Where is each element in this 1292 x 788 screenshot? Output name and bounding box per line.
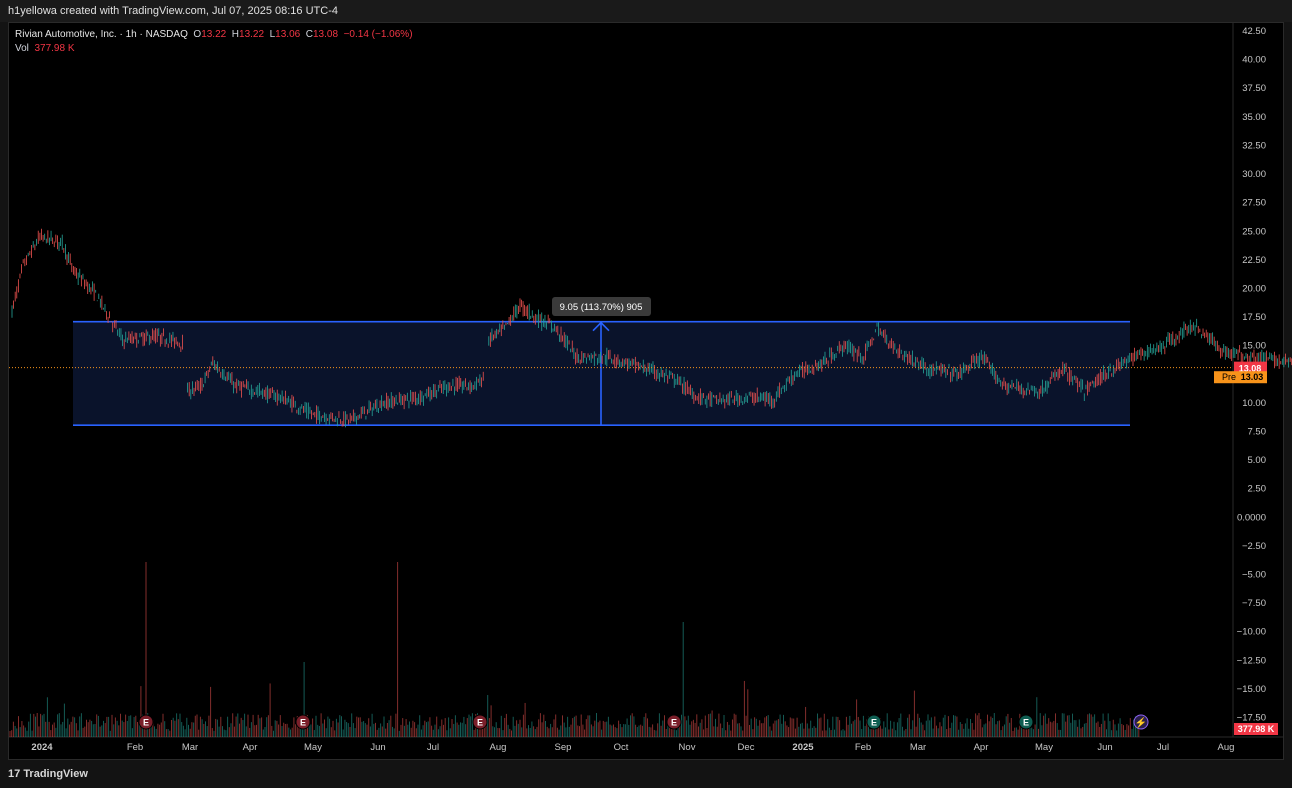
range-label-bg <box>552 297 651 316</box>
earnings-marker-label: E <box>300 718 306 728</box>
open-value: 13.22 <box>201 29 227 40</box>
y-tick-label: 7.50 <box>1248 426 1267 437</box>
y-tick-label: 42.50 <box>1242 26 1266 37</box>
y-tick-label: −2.50 <box>1242 541 1266 552</box>
earnings-marker-label: E <box>1023 718 1029 728</box>
y-tick-label: 32.50 <box>1242 140 1266 151</box>
range-arrow-head <box>592 321 610 332</box>
change-value: −0.14 (−1.06%) <box>343 29 413 40</box>
pre-market-tag <box>1214 371 1267 384</box>
earnings-marker <box>295 714 311 730</box>
y-tick-label: −17.50 <box>1237 713 1266 724</box>
y-tick-label: −12.50 <box>1237 655 1266 666</box>
y-tick-label: 17.50 <box>1242 312 1266 323</box>
range-label: 9.05 (113.70%) 905 <box>560 302 643 313</box>
x-tick-label: Feb <box>127 742 143 753</box>
earnings-marker-label: E <box>871 718 877 728</box>
tradingview-brand: TradingView <box>23 768 88 780</box>
x-tick-label: Oct <box>614 742 629 753</box>
x-tick-label: Jun <box>1097 742 1112 753</box>
pre-market-label: Pre <box>1222 372 1236 382</box>
open-label: O <box>193 29 202 40</box>
high-label: H <box>231 29 240 40</box>
header-title: h1yellowa created with TradingView.com, … <box>8 5 338 17</box>
x-tick-label: May <box>1035 742 1053 753</box>
earnings-marker-label: E <box>143 718 149 728</box>
volume-value: 377.98 K <box>34 43 75 54</box>
x-tick-label: Jun <box>370 742 385 753</box>
x-tick-label: Mar <box>910 742 926 753</box>
x-tick-label: May <box>304 742 322 753</box>
x-tick-label: Feb <box>855 742 871 753</box>
x-tick-label: Jul <box>427 742 439 753</box>
earnings-marker <box>666 714 682 730</box>
y-tick-label: 20.00 <box>1242 283 1266 294</box>
x-tick-label: Mar <box>182 742 198 753</box>
close-value: 13.08 <box>313 29 339 40</box>
y-tick-label: 27.50 <box>1242 198 1266 209</box>
earnings-marker-label: E <box>671 718 677 728</box>
y-tick-label: −10.00 <box>1237 627 1266 638</box>
y-tick-label: 5.00 <box>1248 455 1267 466</box>
x-tick-label: Dec <box>738 742 755 753</box>
low-value: 13.06 <box>275 29 301 40</box>
x-tick-label: Jul <box>1157 742 1169 753</box>
earnings-marker <box>472 714 488 730</box>
pre-market-value: 13.03 <box>1241 372 1264 382</box>
earnings-marker <box>1018 714 1034 730</box>
last-price-value: 13.08 <box>1239 364 1262 374</box>
x-tick-label: Apr <box>974 742 989 753</box>
footer-bar: 17 TradingView <box>0 760 1292 788</box>
y-tick-label: 22.50 <box>1242 255 1266 266</box>
close-label: C <box>305 29 313 40</box>
x-tick-label: 2024 <box>31 742 53 753</box>
y-tick-label: 35.00 <box>1242 112 1266 123</box>
earnings-marker-label: E <box>477 718 483 728</box>
high-value: 13.22 <box>239 29 265 40</box>
last-price-tag <box>1234 361 1267 374</box>
y-tick-label: 37.50 <box>1242 83 1266 94</box>
earnings-marker <box>866 714 882 730</box>
chart-legend: Rivian Automotive, Inc. · 1h · NASDAQ O1… <box>15 28 413 56</box>
y-tick-label: −7.50 <box>1242 598 1266 609</box>
y-tick-label: 10.00 <box>1242 398 1266 409</box>
y-tick-label: 40.00 <box>1242 55 1266 66</box>
volume-tag <box>1234 723 1278 735</box>
x-tick-label: Aug <box>1218 742 1235 753</box>
x-tick-label: Apr <box>243 742 258 753</box>
dividend-lightning-marker <box>1133 714 1149 730</box>
tradingview-logo: 17 TradingView <box>8 768 88 780</box>
symbol-label: Rivian Automotive, Inc. · 1h · NASDAQ <box>15 29 188 40</box>
y-tick-label: −5.00 <box>1242 570 1266 581</box>
y-tick-label: 0.0000 <box>1237 512 1266 523</box>
y-tick-label: 30.00 <box>1242 169 1266 180</box>
x-tick-label: Sep <box>555 742 572 753</box>
lightning-icon: ⚡ <box>1135 716 1147 729</box>
header-bar: h1yellowa created with TradingView.com, … <box>0 0 1292 22</box>
x-tick-label: 2025 <box>792 742 814 753</box>
price-chart[interactable]: 42.50 40.00 37.50 35.00 32.50 30.00 27.50 25.00… <box>0 0 1292 760</box>
x-tick-label: Aug <box>490 742 507 753</box>
x-tick-label: Nov <box>679 742 696 753</box>
tradingview-logo-mark: 17 <box>8 768 21 780</box>
y-tick-label: 15.00 <box>1242 341 1266 352</box>
y-tick-label: 2.50 <box>1248 484 1267 495</box>
y-tick-label: 25.00 <box>1242 226 1266 237</box>
y-tick-label: −15.00 <box>1237 684 1266 695</box>
low-label: L <box>269 29 276 40</box>
volume-value-tag: 377.98 K <box>1238 724 1275 734</box>
earnings-marker <box>138 714 154 730</box>
volume-label: Vol <box>15 43 29 54</box>
